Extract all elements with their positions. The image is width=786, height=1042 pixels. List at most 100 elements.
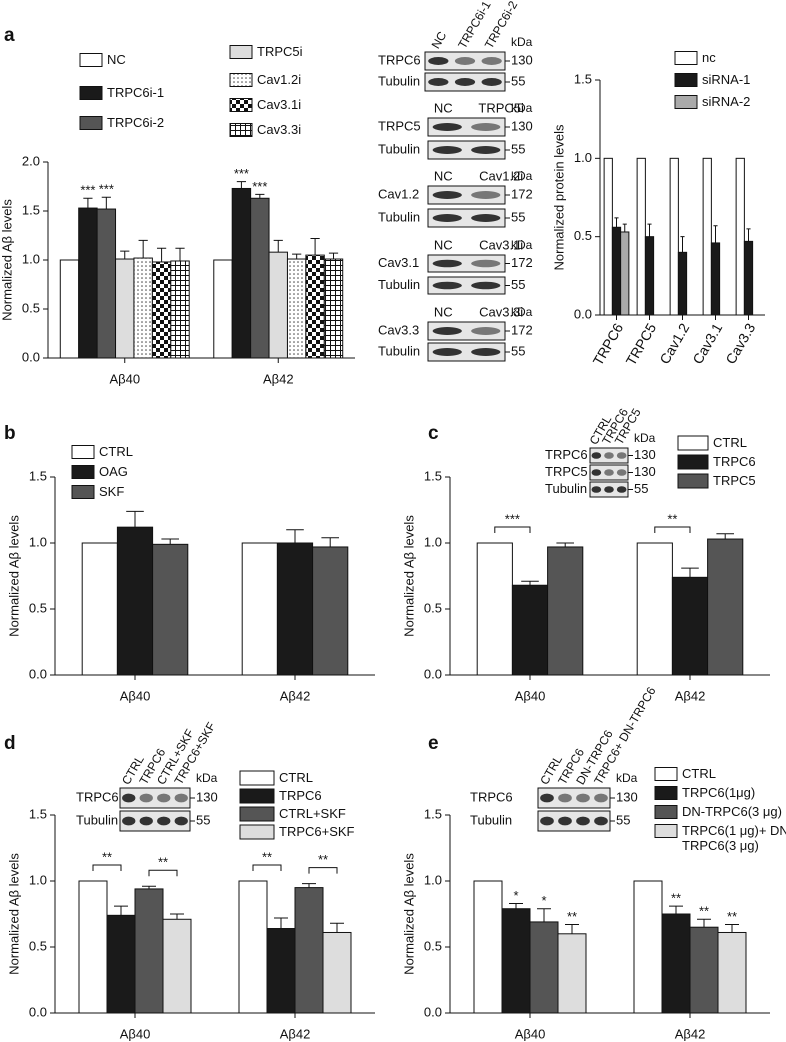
bracket-label: *** (505, 511, 520, 526)
blot-band (471, 146, 501, 154)
legend-item: CTRL (713, 435, 747, 450)
blot-band (576, 816, 590, 826)
error-bar (114, 905, 128, 916)
bar (231, 187, 252, 359)
error-bar (680, 236, 685, 253)
blot-band (122, 793, 136, 803)
blot-band (594, 793, 608, 803)
significance: * (541, 893, 546, 908)
legend-swatch (79, 53, 103, 67)
bar (162, 918, 192, 1014)
legend-label: TRPC6(1μg) (682, 785, 756, 800)
blot-band (157, 816, 171, 826)
bar (661, 913, 691, 1014)
bar (134, 888, 164, 1014)
error-bar (286, 529, 304, 543)
blot-band (139, 793, 153, 803)
error-bar (746, 228, 751, 242)
bar (557, 933, 587, 1014)
blot-band (481, 57, 502, 65)
bar (501, 908, 531, 1014)
bar (735, 157, 745, 316)
x-tick-label: Aβ40 (120, 688, 151, 703)
significance: ** (567, 909, 577, 924)
blot-band (540, 793, 554, 803)
legend-swatch (677, 454, 709, 470)
error-bar (302, 883, 316, 888)
blot-band (558, 816, 572, 826)
kda-unit: kDa (511, 101, 533, 115)
legend-item: NC (107, 52, 126, 67)
blot-band (428, 78, 449, 86)
kda-unit: kDa (634, 431, 656, 445)
y-tick-label: 0.0 (574, 306, 592, 321)
error-bar (614, 217, 619, 228)
lane-label: NC (434, 304, 453, 319)
error-bar (716, 533, 734, 540)
bracket (654, 526, 691, 533)
blot-band (471, 281, 501, 290)
kda-label: 55 (196, 812, 210, 827)
blot-row-label: TRPC5 (545, 464, 588, 479)
y-tick-label: 0.0 (29, 1004, 47, 1019)
bar (276, 542, 314, 676)
lane-label: Cav3.1i (479, 237, 523, 252)
legend-item: TRPC6+SKF (279, 824, 355, 839)
legend-swatch (674, 95, 698, 109)
error-bar (101, 196, 111, 210)
blot-band (432, 259, 462, 268)
bar (743, 240, 754, 316)
error-bar (321, 537, 339, 547)
error-bar (330, 922, 344, 933)
blot-band (594, 816, 608, 826)
error-bar (647, 223, 652, 237)
blot-band (122, 816, 136, 826)
bracket (148, 869, 178, 877)
bar (294, 887, 324, 1014)
blot-band (591, 452, 602, 459)
legend-swatch (71, 465, 95, 479)
legend-item: Cav3.1i (257, 97, 301, 112)
x-tick-label: Aβ42 (675, 688, 706, 703)
bar (611, 226, 622, 316)
y-tick-label: 2.0 (22, 153, 40, 168)
legend-item: Cav1.2i (257, 72, 301, 87)
error-bar (310, 237, 320, 256)
legend-item: siRNA-1 (702, 72, 750, 87)
lane-label: TRPC5i (478, 100, 524, 115)
y-tick-label: 1.5 (424, 468, 442, 483)
legend-item: CTRL (682, 766, 716, 781)
legend-item: TRPC6(1μg) (682, 785, 756, 800)
kda-label: 55 (511, 73, 525, 88)
legend-label: NC (107, 52, 126, 67)
blot-row-label: TRPC6 (76, 789, 119, 804)
x-tick-label: Cav3.3 (722, 320, 758, 367)
blot-band (454, 57, 476, 65)
legend-swatch (674, 73, 698, 87)
legend-swatch (239, 770, 275, 786)
y-axis-title: Normalized protein levels (551, 124, 566, 270)
legend-label: TRPC6i-1 (107, 85, 165, 100)
kda-unit: kDa (511, 169, 533, 183)
blot-band (432, 191, 462, 199)
legend-item: TRPC6 (713, 454, 756, 469)
blot-band (471, 214, 501, 222)
blot-band (616, 486, 627, 493)
blot-row-label: Cav3.1 (378, 255, 419, 270)
blot-band (432, 281, 462, 290)
bar (238, 880, 268, 1014)
y-tick-label: 1.0 (29, 872, 47, 887)
x-tick-label: Aβ42 (280, 688, 311, 703)
legend-label: CTRL (713, 435, 747, 450)
blot-row-label: Tubulin (378, 141, 420, 156)
blot-band (591, 486, 602, 493)
bar (78, 880, 108, 1014)
bracket (252, 864, 282, 871)
legend-swatch (654, 786, 678, 800)
legend-swatch (79, 116, 103, 130)
legend-item: DN-TRPC6(3 μg) (682, 804, 782, 819)
error-bar (255, 193, 265, 199)
bar (633, 880, 663, 1014)
bar (669, 157, 679, 316)
blot-band (481, 78, 502, 86)
